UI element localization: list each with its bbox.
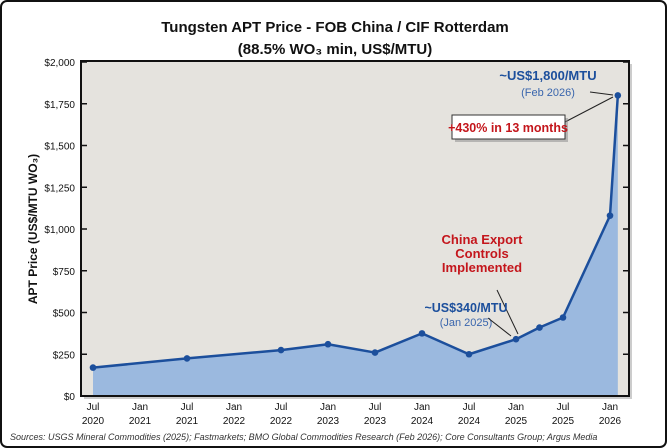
x-tick-label-month: Jan <box>414 402 430 413</box>
y-tick-label: $2,000 <box>44 58 75 69</box>
x-tick-label-month: Jul <box>181 402 194 413</box>
area-fill-group <box>93 95 618 397</box>
x-tick-label-year: 2021 <box>129 416 152 427</box>
y-tick-label: $0 <box>64 392 76 403</box>
jan2025-value-label: ~US$340/MTU <box>424 301 507 315</box>
y-tick-label: $1,000 <box>44 225 75 236</box>
x-tick-label-year: 2024 <box>458 416 481 427</box>
export-controls-line2: Controls <box>455 246 508 261</box>
peak-date-label: (Feb 2026) <box>521 87 575 99</box>
chart-title: Tungsten APT Price - FOB China / CIF Rot… <box>161 19 509 36</box>
x-tick-label-month: Jul <box>369 402 382 413</box>
x-tick-label-month: Jul <box>557 402 570 413</box>
x-tick-label-month: Jan <box>226 402 242 413</box>
x-tick-label-year: 2023 <box>364 416 387 427</box>
x-tick-label-month: Jan <box>320 402 336 413</box>
y-tick-label: $500 <box>53 309 76 320</box>
data-point <box>606 212 614 219</box>
area-fill <box>93 95 618 397</box>
data-point <box>277 346 285 354</box>
x-tick-label-month: Jul <box>275 402 288 413</box>
export-controls-line1: China Export <box>442 232 524 247</box>
y-axis: $0 $250 $500 $750 $1,000 $1,250 $1,500 $1,750 $2… <box>44 58 629 403</box>
x-tick-label-year: 2024 <box>411 416 434 427</box>
x-tick-label-month: Jul <box>87 402 100 413</box>
y-tick-label: $750 <box>53 267 76 278</box>
y-tick-label: $250 <box>53 350 76 361</box>
jan2025-date-label: (Jan 2025) <box>440 317 493 329</box>
increase-box <box>451 114 566 140</box>
x-axis: Jul 2020 Jan 2021 Jul 2021 Jan 2022 Jul 2022 Jan 20… <box>82 402 622 427</box>
x-tick-label-year: 2025 <box>552 416 575 427</box>
data-point <box>465 350 473 358</box>
x-tick-label-year: 2023 <box>317 416 340 427</box>
sources-note: Sources: USGS Mineral Commodities (2025)… <box>10 432 597 442</box>
x-tick-label-month: Jan <box>132 402 148 413</box>
chart-subtitle: (88.5% WO₃ min, US$/MTU) <box>238 41 432 58</box>
y-axis-label: APT Price (US$/MTU WO₃) <box>26 154 40 304</box>
data-point <box>324 340 332 348</box>
y-tick-label: $1,500 <box>44 142 75 153</box>
x-tick-label-month: Jan <box>602 402 618 413</box>
data-point <box>536 324 543 331</box>
data-point <box>89 364 97 371</box>
increase-callout-line <box>564 96 614 123</box>
series-line <box>92 95 620 369</box>
data-point <box>371 349 379 356</box>
x-tick-label-year: 2026 <box>599 416 622 427</box>
y-tick-label: $1,250 <box>44 183 75 194</box>
export-controls-callout-line <box>496 289 519 335</box>
data-point <box>418 330 426 337</box>
increase-label: +430% in 13 months <box>448 121 568 135</box>
data-point <box>614 92 622 99</box>
x-tick-label-month: Jan <box>508 402 524 413</box>
x-tick-label-year: 2021 <box>176 416 199 427</box>
peak-value-label: ~US$1,800/MTU <box>499 68 596 83</box>
jan2025-callout-line <box>487 317 512 337</box>
x-tick-label-year: 2025 <box>505 416 528 427</box>
data-point <box>183 355 191 362</box>
y-tick-label: $1,750 <box>44 100 75 111</box>
peak-callout-line <box>589 91 614 96</box>
series-line-group <box>89 92 622 371</box>
data-point <box>512 335 520 343</box>
x-tick-label-year: 2022 <box>270 416 293 427</box>
x-tick-label-month: Jul <box>463 402 476 413</box>
x-tick-label-year: 2020 <box>82 416 105 427</box>
data-point <box>559 314 567 321</box>
export-controls-line3: Implemented <box>442 260 522 275</box>
x-tick-label-year: 2022 <box>223 416 246 427</box>
